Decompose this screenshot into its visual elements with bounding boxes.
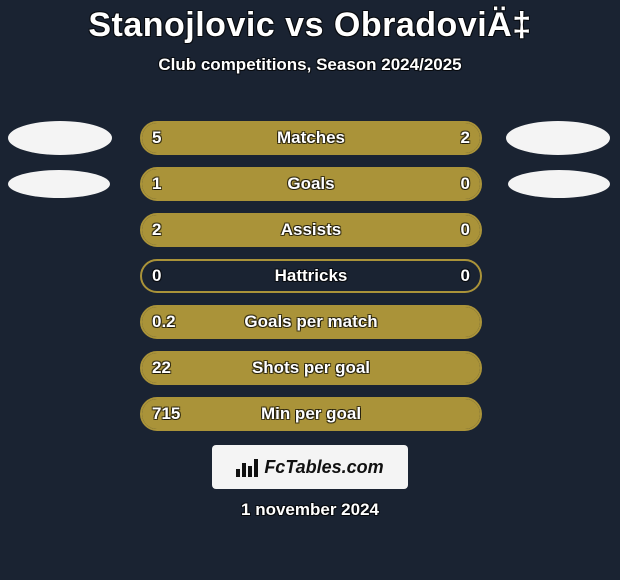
club-badge-right bbox=[508, 170, 610, 198]
stat-bar: 20Assists bbox=[140, 213, 482, 247]
fctables-logo-text: FcTables.com bbox=[264, 457, 383, 478]
club-badge-right bbox=[506, 121, 610, 155]
stat-value-left: 22 bbox=[152, 353, 171, 383]
stat-bar: 0 0Hattricks bbox=[140, 259, 482, 293]
stat-row: 52Matches bbox=[0, 118, 620, 164]
stat-value-right: 0 bbox=[461, 215, 470, 245]
stat-value-left: 0.2 bbox=[152, 307, 176, 337]
bar-fill-left bbox=[142, 123, 368, 153]
stat-value-right: 2 bbox=[461, 123, 470, 153]
stat-row: 0 0Hattricks bbox=[0, 256, 620, 302]
stat-bar: 52Matches bbox=[140, 121, 482, 155]
stat-label: Hattricks bbox=[142, 261, 480, 291]
stat-row: 10Goals bbox=[0, 164, 620, 210]
snapshot-date: 1 november 2024 bbox=[0, 500, 620, 520]
bar-fill-left bbox=[142, 215, 396, 245]
stat-row: 715Min per goal bbox=[0, 394, 620, 440]
bar-fill-left bbox=[142, 353, 480, 383]
stat-value-right: 0 bbox=[461, 261, 470, 291]
bar-chart-icon bbox=[236, 457, 258, 477]
stat-value-right: 0 bbox=[461, 169, 470, 199]
comparison-title: Stanojlovic vs ObradoviÄ‡ bbox=[0, 0, 620, 45]
stat-value-left: 5 bbox=[152, 123, 161, 153]
stat-row: 22Shots per goal bbox=[0, 348, 620, 394]
bar-fill-left bbox=[142, 169, 396, 199]
stat-value-left: 2 bbox=[152, 215, 161, 245]
stat-row: 20Assists bbox=[0, 210, 620, 256]
stat-value-left: 0 bbox=[152, 261, 161, 291]
stat-value-left: 715 bbox=[152, 399, 180, 429]
bar-fill-left bbox=[142, 307, 480, 337]
stat-row: 0.2Goals per match bbox=[0, 302, 620, 348]
stat-bar: 715Min per goal bbox=[140, 397, 482, 431]
club-badge-left bbox=[8, 121, 112, 155]
stat-bar: 0.2Goals per match bbox=[140, 305, 482, 339]
stat-value-left: 1 bbox=[152, 169, 161, 199]
stat-bar: 22Shots per goal bbox=[140, 351, 482, 385]
comparison-subtitle: Club competitions, Season 2024/2025 bbox=[0, 55, 620, 75]
fctables-logo[interactable]: FcTables.com bbox=[212, 445, 408, 489]
club-badge-left bbox=[8, 170, 110, 198]
stat-bar: 10Goals bbox=[140, 167, 482, 201]
comparison-chart: 52Matches10Goals20Assists00Hattricks0.2G… bbox=[0, 118, 620, 440]
bar-fill-left bbox=[142, 399, 480, 429]
